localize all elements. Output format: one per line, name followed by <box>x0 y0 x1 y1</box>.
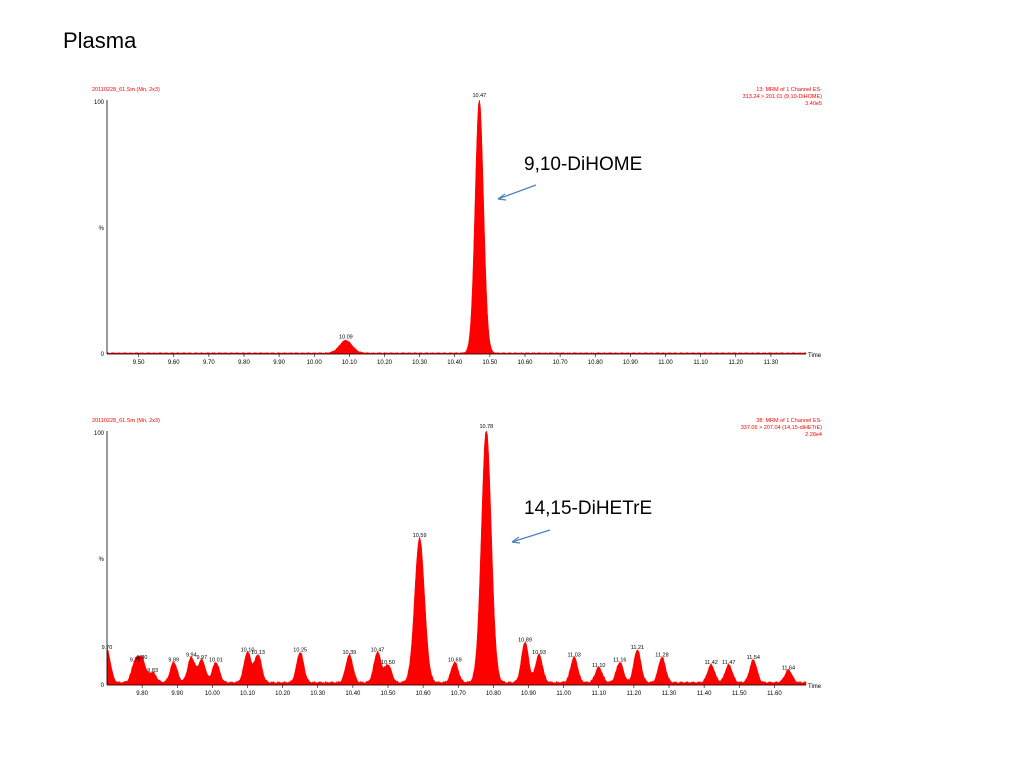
x-tick-label: 9.90 <box>171 691 183 697</box>
x-tick-label: 10.50 <box>482 360 498 366</box>
peak-label: 9.83 <box>147 668 158 674</box>
peak-label: 11.16 <box>613 658 626 664</box>
chart1-arrow <box>497 184 537 201</box>
chart2-y-tick-100: 100 <box>94 431 105 437</box>
x-tick-label: 10.30 <box>310 691 326 697</box>
chart2-peak-labels: 9.709.789.809.839.899.94 9.97 10.0110.1010… <box>102 424 795 674</box>
x-tick-label: 10.00 <box>205 691 221 697</box>
peak-label: 11.03 <box>567 653 580 659</box>
peak-label: 9.80 <box>137 655 148 661</box>
chart1-header-right-line3: 3.40e5 <box>805 101 822 107</box>
x-tick-label: 10.20 <box>377 360 393 366</box>
x-tick-label: 10.80 <box>486 691 502 697</box>
x-tick-label: 10.50 <box>380 691 396 697</box>
x-tick-label: 10.90 <box>521 691 537 697</box>
x-tick-label: 11.00 <box>658 360 673 366</box>
peak-label: 11.10 <box>592 663 605 669</box>
chart2-x-label: Time <box>808 684 822 690</box>
peak-label: 11.42 <box>704 660 717 666</box>
x-tick-label: 10.60 <box>416 691 432 697</box>
annotation-14-15-dihetre: 14,15-DiHETrE <box>524 498 653 519</box>
chromatogram-14-15-dihetre: 20110228_61.Sm (Mn, 2x3) 38: MRM of 1 Ch… <box>92 418 822 697</box>
chart2-header-right-line2: 337.06 > 207.04 (14,15-diHETrE) <box>741 425 822 431</box>
peak-label: 10.01 <box>209 658 223 664</box>
chart2-header-left: 20110228_61.Sm (Mn, 2x3) <box>92 418 160 424</box>
peak-label: 11.47 <box>722 660 735 666</box>
x-tick-label: 9.70 <box>203 360 215 366</box>
x-tick-label: 10.10 <box>240 691 256 697</box>
peak-label: 11.64 <box>782 665 795 671</box>
peak-label: 10.47 <box>472 93 486 99</box>
peak-label: 10.93 <box>532 650 546 656</box>
x-tick-label: 10.70 <box>451 691 467 697</box>
x-tick-label: 11.40 <box>697 691 712 697</box>
chart2-arrow <box>511 529 551 544</box>
chart2-header-right-line1: 38: MRM of 1 Channel ES- <box>756 418 822 424</box>
peak-label: 9.97 <box>196 655 207 661</box>
x-tick-label: 11.10 <box>591 691 606 697</box>
chart2-trace <box>106 430 807 686</box>
peak-label: 10.09 <box>339 334 353 340</box>
peak-label: 9.70 <box>102 645 113 651</box>
chart1-x-ticks: 9.50 9.60 9.70 9.80 9.90 10.00 10.10 10.20 10.30… <box>133 354 779 366</box>
x-tick-label: 10.00 <box>307 360 323 366</box>
chart1-y-label: % <box>99 226 105 232</box>
peak-label: 10.50 <box>381 660 395 666</box>
chart1-peak-labels: 10.09 10.47 <box>339 93 486 340</box>
peak-label: 10.25 <box>293 648 307 654</box>
chart2-y-tick-0: 0 <box>101 683 105 689</box>
peak-label: 9.89 <box>168 658 179 664</box>
peak-label: 11.28 <box>655 653 668 659</box>
peak-label: 10.59 <box>413 533 427 539</box>
x-tick-label: 11.10 <box>693 360 708 366</box>
peak-label: 10.13 <box>251 650 265 656</box>
x-tick-label: 9.50 <box>133 360 145 366</box>
x-tick-label: 10.10 <box>342 360 358 366</box>
peak-label: 9.78 <box>130 658 141 664</box>
x-tick-label: 11.30 <box>764 360 779 366</box>
x-tick-label: 10.60 <box>517 360 533 366</box>
x-tick-label: 9.90 <box>273 360 285 366</box>
peak-label: 10.69 <box>448 658 462 664</box>
peak-label: 9.94 <box>186 653 197 659</box>
chart1-y-tick-100: 100 <box>94 100 105 106</box>
x-tick-label: 11.60 <box>767 691 782 697</box>
x-tick-label: 9.60 <box>168 360 180 366</box>
peak-label: 11.54 <box>747 655 760 661</box>
x-tick-label: 10.90 <box>623 360 639 366</box>
x-tick-label: 11.00 <box>556 691 571 697</box>
chart2-y-label: % <box>99 557 105 563</box>
chart1-y-tick-0: 0 <box>101 352 105 358</box>
x-tick-label: 9.80 <box>136 691 148 697</box>
x-tick-label: 11.50 <box>732 691 747 697</box>
annotation-9-10-dihome: 9,10-DiHOME <box>524 154 643 175</box>
x-tick-label: 10.30 <box>412 360 428 366</box>
peak-label: 11.21 <box>631 645 644 651</box>
peak-label: 10.39 <box>342 650 356 656</box>
peak-label: 10.89 <box>518 637 532 643</box>
peak-label: 10.78 <box>479 424 493 430</box>
x-tick-label: 11.20 <box>627 691 642 697</box>
x-tick-label: 10.70 <box>553 360 569 366</box>
x-tick-label: 10.40 <box>345 691 361 697</box>
x-tick-label: 10.20 <box>275 691 291 697</box>
peak-label: 10.10 <box>241 648 255 654</box>
x-tick-label: 10.40 <box>447 360 463 366</box>
chart1-trace <box>106 99 807 355</box>
peak-label: 10.47 <box>371 648 385 654</box>
x-tick-label: 11.20 <box>728 360 743 366</box>
x-tick-label: 10.80 <box>588 360 604 366</box>
x-tick-label: 9.80 <box>238 360 250 366</box>
chromatogram-9-10-dihome: 20110228_61.Sm (Mn, 2x3) 13: MRM of 1 Ch… <box>92 87 822 366</box>
chart2-header-right-line3: 2.28e4 <box>805 432 822 438</box>
chart1-header-right-line2: 313.24 > 201.01 (9,10-DiHOME) <box>743 94 823 100</box>
chart1-header-left: 20110228_61.Sm (Mn, 2x3) <box>92 87 160 93</box>
slide-title: Plasma <box>63 28 137 53</box>
x-tick-label: 11.30 <box>662 691 677 697</box>
chart1-header-right-line1: 13: MRM of 1 Channel ES- <box>756 87 822 93</box>
chart1-x-label: Time <box>808 353 822 359</box>
chart2-x-ticks: 9.80 9.90 10.00 10.10 10.20 10.30 10.40 10.50 10… <box>136 685 782 697</box>
